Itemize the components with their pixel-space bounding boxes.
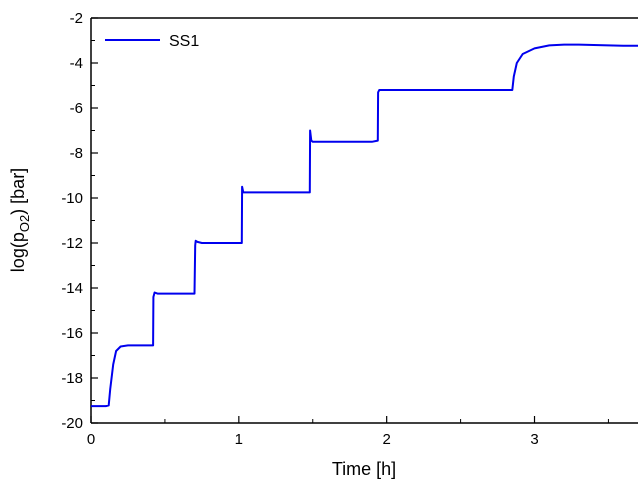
y-tick-label: -16 bbox=[61, 325, 83, 342]
y-axis-title-prefix: log(p bbox=[8, 232, 28, 272]
x-tick-label: 2 bbox=[383, 431, 391, 448]
x-tick-label: 3 bbox=[530, 431, 538, 448]
x-ticks: 0 1 2 3 bbox=[87, 416, 609, 448]
y-tick-label: -12 bbox=[61, 235, 83, 252]
series-layer bbox=[91, 43, 638, 408]
y-tick-label: -20 bbox=[61, 415, 83, 432]
y-tick-label: -18 bbox=[61, 370, 83, 387]
y-tick-label: -10 bbox=[61, 190, 83, 207]
y-tick-label: -2 bbox=[70, 10, 83, 27]
y-axis-title-suffix: ) [bar] bbox=[8, 168, 28, 215]
legend-label-ss1: SS1 bbox=[169, 33, 199, 50]
y-tick-label: -14 bbox=[61, 280, 83, 297]
x-tick-label: 1 bbox=[235, 431, 243, 448]
legend: SS1 bbox=[105, 33, 199, 50]
y-axis-title: log(pO2) [bar] bbox=[8, 168, 32, 272]
x-axis-title: Time [h] bbox=[332, 459, 396, 479]
y-tick-label: -8 bbox=[70, 145, 83, 162]
plot-area: -20 -18 -16 -14 -12 -10 -8 -6 -4 -2 0 1 2 3 bbox=[61, 10, 638, 448]
y-axis-title-subscript: O2 bbox=[17, 215, 32, 232]
series-line-ss1 bbox=[91, 43, 638, 408]
y-tick-label: -6 bbox=[70, 100, 83, 117]
x-tick-label: 0 bbox=[87, 431, 95, 448]
y-ticks: -20 -18 -16 -14 -12 -10 -8 -6 -4 -2 bbox=[61, 10, 98, 432]
y-tick-label: -4 bbox=[70, 55, 83, 72]
